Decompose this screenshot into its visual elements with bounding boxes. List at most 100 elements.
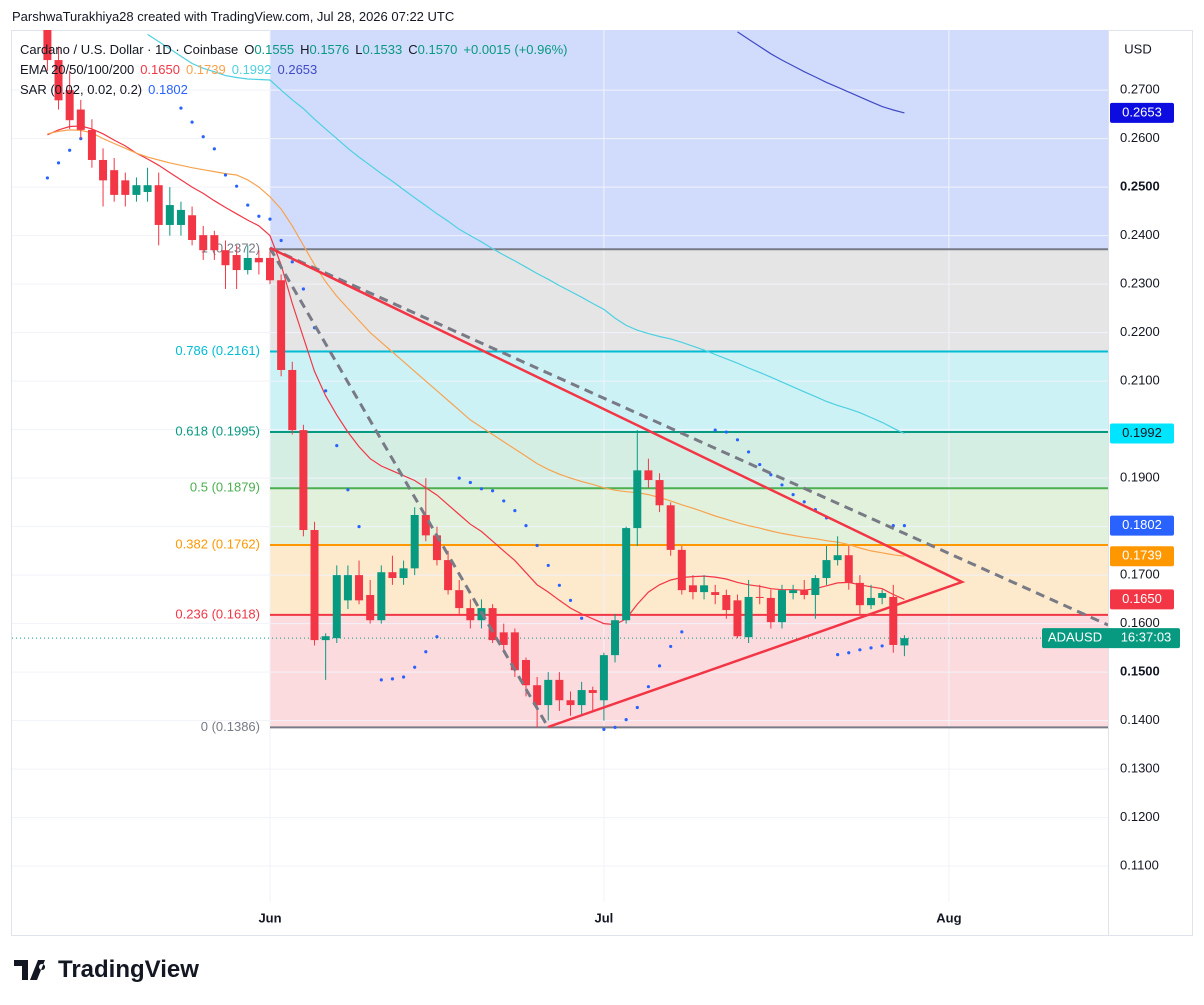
- candle-body: [833, 555, 842, 561]
- candle-body: [310, 530, 319, 641]
- sar-dot: [346, 488, 350, 492]
- candle-body: [43, 30, 52, 61]
- sar-dot: [257, 214, 261, 218]
- candle-body: [210, 235, 219, 251]
- candle-body: [366, 595, 375, 621]
- sar-dot: [491, 489, 495, 493]
- sar-dot: [746, 450, 751, 454]
- candle-body: [355, 575, 364, 601]
- ohlc-item: C0.1570: [408, 42, 457, 57]
- candle-body: [421, 514, 430, 536]
- x-tick-label: Aug: [936, 910, 961, 925]
- candle-body: [666, 505, 675, 550]
- sar-dot: [735, 438, 740, 442]
- candle-body: [266, 257, 274, 281]
- sar-dot: [390, 677, 395, 681]
- last-price-countdown: 16:37:03: [1121, 630, 1172, 645]
- indicator-value: 0.2653: [277, 62, 318, 77]
- sar-dot: [580, 616, 584, 620]
- candle-body: [87, 129, 96, 160]
- candle-body: [855, 582, 864, 606]
- y-tick-label: 0.2400: [1120, 227, 1160, 242]
- candle-body: [288, 369, 297, 431]
- sar-dot: [613, 725, 617, 730]
- candle-body: [588, 690, 597, 693]
- sar-dot: [56, 161, 61, 165]
- legend: Cardano / U.S. Dollar · 1D · Coinbase O0.…: [20, 40, 573, 100]
- y-tick-label: 0.1500: [1120, 664, 1160, 679]
- sar-dot: [479, 487, 484, 491]
- candle-body: [466, 608, 475, 621]
- candle-body: [644, 470, 653, 481]
- legend-row: Cardano / U.S. Dollar · 1D · Coinbase O0.…: [20, 40, 573, 60]
- price-tag-label: 0.1992: [1122, 425, 1162, 440]
- fib-label: 0.618 (0.1995): [175, 423, 260, 438]
- candle-body: [243, 257, 252, 271]
- candle-body: [755, 596, 764, 598]
- candle-body: [377, 572, 386, 621]
- ohlc-item: H0.1576: [300, 42, 349, 57]
- fib-levels: 1 (0.2372) 0.786 (0.2161) 0.618 (0.1995) 0.…: [175, 241, 1108, 734]
- sar-dot: [557, 583, 561, 587]
- candle-body: [677, 549, 686, 591]
- header: ParshwaTurakhiya28 created with TradingV…: [12, 9, 455, 24]
- sar-dot: [502, 499, 506, 503]
- fib-zone: [270, 614, 1108, 728]
- fib-zone: [270, 545, 1108, 615]
- candle-body: [199, 235, 208, 251]
- price-tag-label: 0.1650: [1122, 591, 1162, 606]
- indicator-value: 0.1739: [185, 62, 226, 77]
- candle-body: [254, 257, 263, 263]
- y-tick-label: 0.1700: [1120, 567, 1160, 582]
- sar-dot: [568, 598, 573, 602]
- price-tag: [1110, 423, 1174, 444]
- candle-body: [388, 572, 397, 579]
- candle-body: [766, 597, 775, 623]
- indicator-name: SAR (0.02, 0.02, 0.2): [20, 82, 143, 97]
- candle-body: [121, 180, 130, 195]
- sar-dot: [669, 644, 673, 649]
- ohlc-value: 0.1576: [309, 42, 350, 57]
- y-tick-label: 0.2600: [1120, 130, 1160, 145]
- fib-label: 0.382 (0.1762): [175, 536, 260, 551]
- candle-body: [622, 528, 631, 621]
- indicator-value: 0.1992: [231, 62, 272, 77]
- candle-body: [432, 535, 441, 561]
- candle-body: [811, 578, 820, 596]
- candle-body: [499, 632, 508, 645]
- candle-body: [733, 600, 742, 637]
- ohlc-key: H: [300, 42, 310, 57]
- fib-zone: [270, 249, 1108, 352]
- candle-body: [299, 430, 308, 531]
- price-tag-label: 0.2653: [1122, 104, 1162, 119]
- fib-zones: [270, 30, 1108, 728]
- sar-dot: [179, 106, 183, 110]
- sar-dot: [602, 727, 606, 731]
- y-tick-label: 0.1600: [1120, 615, 1160, 630]
- x-tick-label: Jul: [595, 910, 614, 925]
- brand-name: TradingView: [58, 956, 199, 983]
- fib-label: 0.236 (0.1618): [175, 606, 260, 621]
- sar-dot: [246, 203, 250, 207]
- sar-dot: [212, 147, 216, 151]
- indicator-value: 0.1802: [148, 82, 188, 97]
- candle-body: [110, 170, 119, 195]
- candle-body: [321, 636, 330, 641]
- candles: [43, 30, 909, 728]
- sar-dot: [847, 651, 851, 655]
- candle-body: [889, 596, 898, 645]
- candle-body: [711, 592, 720, 596]
- y-tick-label: 0.2500: [1120, 179, 1160, 194]
- candle-body: [143, 185, 152, 192]
- fib-zone: [270, 351, 1108, 433]
- fib-label: 1 (0.2372): [201, 241, 260, 256]
- symbol: Cardano / U.S. Dollar · 1D · Coinbase: [20, 42, 239, 57]
- candle-body: [611, 620, 620, 656]
- candle-body: [455, 590, 464, 609]
- axes: 0.1100 0.1200 0.1300 0.1400 0.1500 0.1600 0.17…: [258, 82, 1180, 925]
- indicators: [12, 31, 1108, 731]
- candle-body: [800, 590, 809, 596]
- price-tag: [1110, 546, 1174, 567]
- candle-body: [444, 560, 453, 591]
- sar-dot: [713, 428, 717, 432]
